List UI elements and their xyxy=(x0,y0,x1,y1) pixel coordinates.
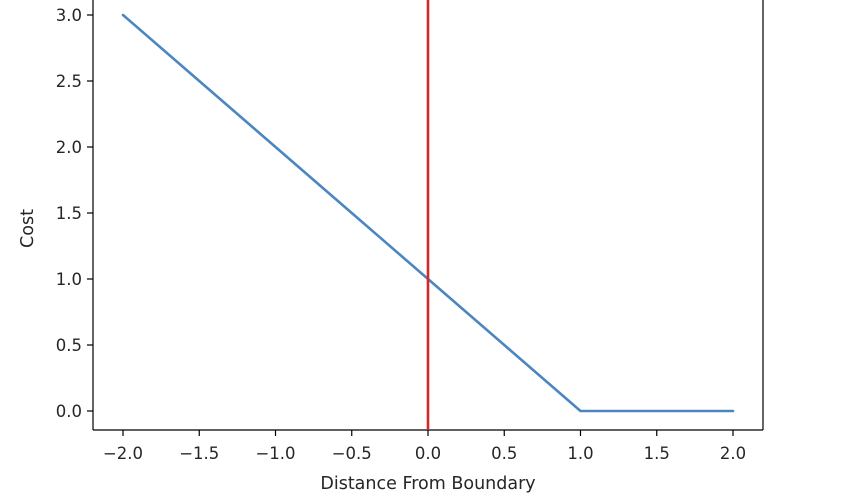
y-tick-label: 1.0 xyxy=(56,270,82,289)
x-axis-label: Distance From Boundary xyxy=(320,474,535,494)
x-tick-label: 0.5 xyxy=(491,444,517,463)
x-tick-label: −0.5 xyxy=(332,444,372,463)
x-tick-label: 2.0 xyxy=(720,444,746,463)
x-tick-label: 1.5 xyxy=(644,444,670,463)
x-tick-label: −2.0 xyxy=(103,444,143,463)
x-tick-label: 0.0 xyxy=(415,444,441,463)
x-axis-ticks: −2.0 −1.5 −1.0 −0.5 0.0 0.5 1.0 1.5 2.0 xyxy=(103,430,746,463)
y-tick-label: 0.5 xyxy=(56,336,82,355)
plot-area xyxy=(92,0,764,431)
y-tick-label: 3.0 xyxy=(56,6,82,25)
y-axis-ticks: 0.0 0.5 1.0 1.5 2.0 2.5 3.0 xyxy=(56,6,93,421)
y-tick-label: 2.5 xyxy=(56,72,82,91)
x-tick-label: −1.0 xyxy=(255,444,295,463)
x-tick-label: −1.5 xyxy=(179,444,219,463)
y-tick-label: 2.0 xyxy=(56,138,82,157)
y-tick-label: 1.5 xyxy=(56,204,82,223)
x-tick-label: 1.0 xyxy=(567,444,593,463)
y-axis-label: Cost xyxy=(18,209,38,248)
y-tick-label: 0.0 xyxy=(56,402,82,421)
